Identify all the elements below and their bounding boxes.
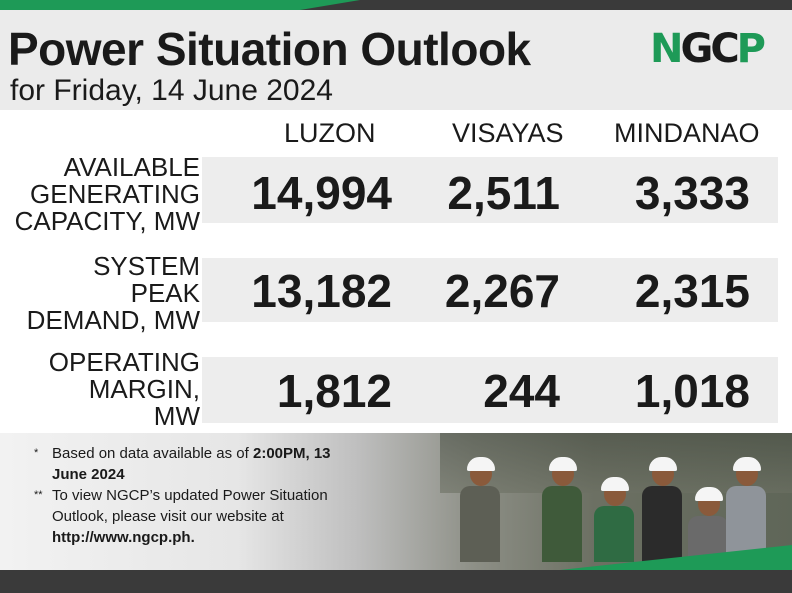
row-label-line: GENERATING [30, 179, 200, 209]
footnote-website: ** To view NGCP’s updated Power Situation… [34, 485, 364, 548]
row-background [202, 357, 778, 423]
bottom-green-accent [560, 545, 792, 570]
row-label-line: DEMAND, MW [26, 305, 200, 335]
footnotes: * Based on data available as of 2:00PM, 1… [34, 443, 364, 548]
value-luzon-margin: 1,812 [276, 365, 392, 417]
bottom-bar [0, 570, 792, 593]
row-background [202, 258, 778, 322]
row-label-line: SYSTEM [93, 251, 200, 281]
row-label-line: OPERATING [48, 347, 200, 377]
page-subtitle: for Friday, 14 June 2024 [10, 74, 333, 107]
row-label-line: MW [153, 401, 200, 431]
column-header-mindanao: MINDANAO [614, 118, 760, 148]
page-title: Power Situation Outlook [8, 23, 531, 75]
footnote-data-time: * Based on data available as of 2:00PM, 1… [34, 443, 364, 485]
row-label-line: AVAILABLE [63, 152, 200, 182]
header: Power Situation Outlook for Friday, 14 J… [0, 10, 792, 110]
value-mindanao-capacity: 3,333 [634, 167, 750, 219]
column-header-visayas: VISAYAS [452, 118, 564, 148]
row-label-peak-demand: SYSTEM PEAK DEMAND, MW [0, 253, 200, 334]
row-label-available-capacity: AVAILABLE GENERATING CAPACITY, MW [0, 154, 200, 235]
value-visayas-margin: 244 [483, 365, 560, 417]
value-mindanao-demand: 2,315 [634, 265, 750, 317]
top-bar [0, 0, 792, 10]
value-luzon-capacity: 14,994 [251, 167, 392, 219]
footnote-bold-text: 2:00PM, 13 June 2024 [52, 445, 331, 483]
column-header-luzon: LUZON [284, 118, 376, 148]
row-label-line: MARGIN, [88, 374, 200, 404]
row-label-line: CAPACITY, MW [14, 206, 200, 236]
value-luzon-demand: 13,182 [251, 265, 392, 317]
website-link[interactable]: http://www.ngcp.ph. [52, 529, 195, 546]
ngcp-logo: NGCP [650, 26, 766, 72]
value-mindanao-margin: 1,018 [634, 365, 750, 417]
row-background [202, 157, 778, 223]
footnote-text: To view NGCP’s updated Power Situation O… [52, 487, 328, 525]
footnote-mark: ** [34, 489, 43, 501]
row-label-line: PEAK [130, 278, 200, 308]
footnote-mark: * [34, 447, 39, 459]
value-visayas-demand: 2,267 [444, 265, 560, 317]
worker-figure [458, 457, 502, 562]
footnote-text: Based on data available as of [52, 445, 253, 462]
row-label-operating-margin: OPERATING MARGIN, MW [0, 349, 200, 430]
top-green-accent [0, 0, 360, 10]
value-visayas-capacity: 2,511 [447, 167, 560, 219]
